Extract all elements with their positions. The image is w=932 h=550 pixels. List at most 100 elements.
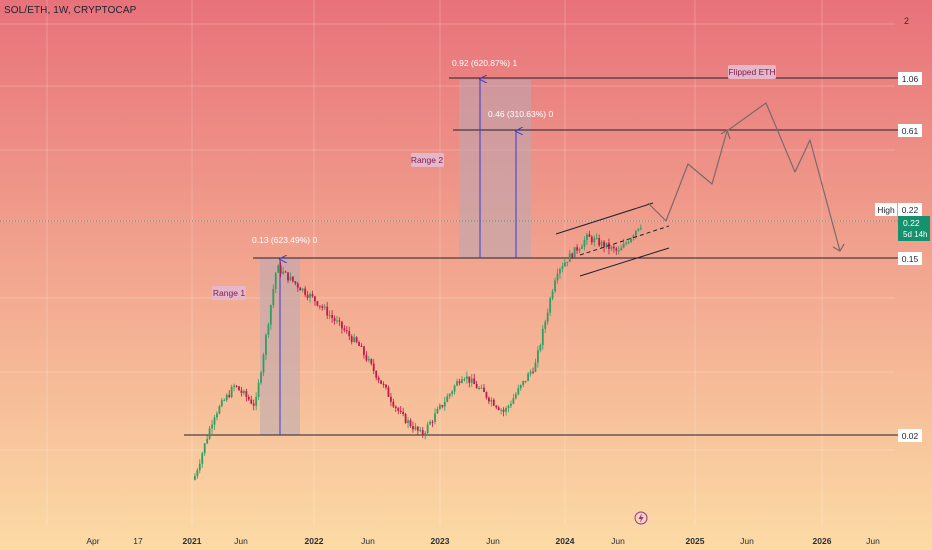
price-axis-top-label: 2	[904, 16, 909, 26]
candle-body	[301, 288, 304, 291]
candle-body	[534, 362, 537, 372]
lightning-icon[interactable]	[634, 511, 648, 525]
candle-body	[318, 305, 321, 307]
candle-body	[390, 396, 392, 402]
candle-body	[431, 421, 434, 423]
candle-body	[546, 312, 549, 322]
level-lines	[184, 77, 907, 436]
candle-body	[375, 371, 378, 378]
candle-body	[328, 315, 331, 317]
candle-body	[588, 234, 591, 237]
svg-text:Flipped ETH: Flipped ETH	[728, 67, 775, 77]
candle-body	[463, 378, 466, 380]
candle-body	[421, 429, 424, 435]
candle-body	[279, 265, 282, 274]
candle-body	[635, 230, 637, 236]
candle-body	[541, 328, 544, 346]
svg-text:Range 2: Range 2	[411, 155, 443, 165]
candle-body	[443, 402, 446, 407]
candle-body	[625, 242, 627, 244]
price-tag-1-06: 1.06	[898, 72, 922, 85]
candle-body	[252, 403, 255, 406]
candle-body	[355, 337, 358, 343]
candle-body	[194, 476, 196, 480]
candle-body	[382, 383, 385, 385]
candle-body	[439, 405, 441, 409]
candle-body	[397, 408, 400, 411]
candle-body	[514, 394, 517, 399]
candle-body	[620, 247, 623, 251]
candle-body	[529, 371, 532, 374]
candle-body	[461, 379, 463, 383]
candle-body	[510, 403, 512, 406]
candle-body	[578, 248, 581, 251]
candle-body	[507, 405, 510, 408]
candle-body	[465, 376, 468, 379]
candle-body	[353, 337, 356, 342]
candle-body	[473, 378, 476, 384]
candle-body	[436, 408, 439, 414]
candle-body	[360, 345, 363, 347]
candle-body	[367, 359, 370, 361]
candle-body	[475, 383, 478, 389]
price-axis[interactable]: 2 1.06 0.61 0.15 0.02 High 0.22 0.22 5d …	[875, 16, 930, 442]
candle-body	[480, 387, 483, 389]
candle-body	[490, 399, 493, 402]
candle-body	[365, 355, 368, 361]
candle-body	[539, 345, 542, 351]
candle-body	[512, 398, 515, 404]
range-2-box	[459, 80, 531, 258]
candle-body	[563, 262, 566, 267]
candle-body	[600, 241, 603, 246]
candle-body	[282, 271, 284, 274]
candle-body	[257, 382, 260, 398]
svg-text:0.61: 0.61	[902, 126, 919, 136]
x-label-jun-2022: Jun	[361, 536, 375, 546]
candle-body	[341, 321, 343, 329]
price-tag-0-15: 0.15	[898, 252, 922, 265]
candle-body	[392, 401, 395, 407]
candle-body	[385, 384, 387, 388]
candle-body	[551, 291, 554, 299]
time-axis[interactable]: Apr 17 2021 Jun 2022 Jun 2023 Jun 2024 J…	[86, 536, 880, 546]
candle-body	[595, 238, 598, 240]
candle-body	[287, 272, 289, 281]
candle-body	[260, 372, 262, 383]
candle-body	[571, 253, 574, 258]
svg-text:1.06: 1.06	[902, 74, 919, 84]
x-label-17: 17	[133, 536, 143, 546]
candle-body	[612, 246, 615, 249]
candle-body	[208, 428, 211, 439]
candle-body	[255, 397, 258, 406]
channel-lower	[579, 247, 670, 277]
price-tag-0-61: 0.61	[898, 124, 922, 137]
candle-body	[610, 246, 613, 250]
candle-body	[568, 253, 571, 262]
current-price-tag: 0.22 5d 14h	[898, 216, 930, 241]
candle-body	[348, 331, 351, 337]
candle-body	[269, 305, 272, 325]
price-tag-0-02: 0.02	[898, 429, 922, 442]
svg-text:Range 1: Range 1	[213, 288, 245, 298]
candle-body	[331, 315, 333, 318]
candle-body	[549, 298, 552, 313]
candle-body	[627, 242, 630, 244]
range-2-label: Range 2	[411, 153, 444, 167]
candle-body	[296, 283, 299, 288]
candle-body	[583, 240, 586, 247]
channel-mid	[579, 225, 670, 256]
candle-body	[250, 399, 253, 404]
candle-body	[304, 288, 307, 295]
x-label-jun-2024: Jun	[611, 536, 625, 546]
candle-body	[630, 238, 632, 243]
range-1-label: Range 1	[212, 286, 246, 300]
candle-body	[399, 410, 402, 412]
candle-body	[213, 417, 216, 425]
candle-body	[323, 306, 326, 308]
candle-body	[230, 387, 233, 397]
channel-upper	[555, 202, 654, 235]
candle-body	[527, 373, 529, 381]
range-1-measure: 0.13 (623.49%) 0	[252, 235, 317, 245]
candle-body	[505, 407, 507, 412]
